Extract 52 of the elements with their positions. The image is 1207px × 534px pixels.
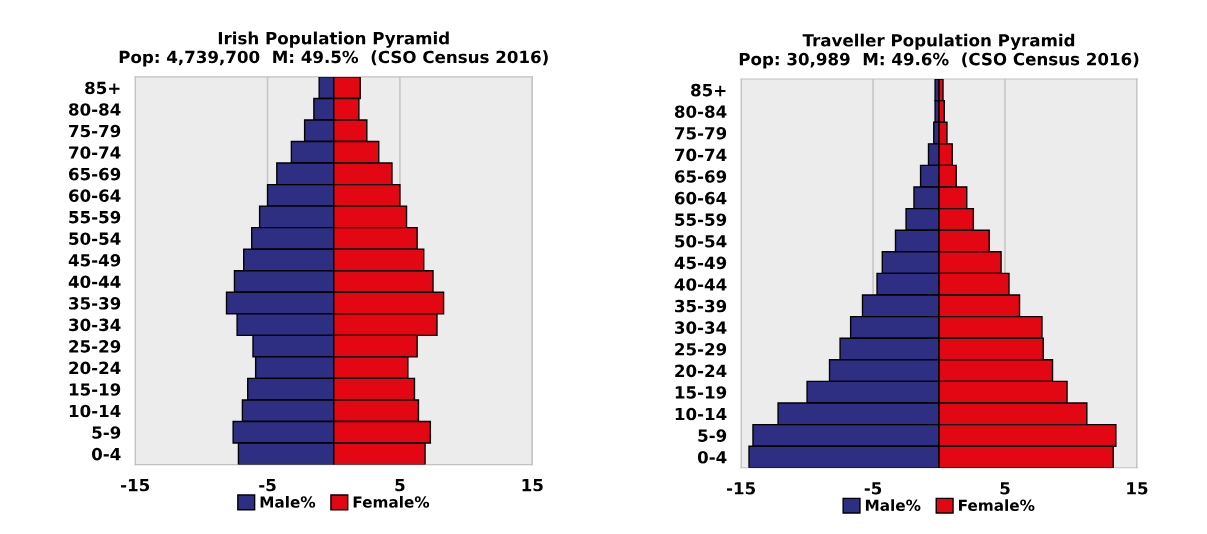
y-tick-label: 25-29 [69,340,121,353]
y-tick-label: 85+ [85,81,120,95]
y-tick-label: 50-54 [675,234,727,248]
y-tick-label: 50-54 [69,232,121,245]
y-tick-label: 60-64 [674,191,727,205]
y-tick-label: 5-9 [698,429,727,442]
x-tick-label: -5 [259,478,276,492]
y-tick-label: 60-64 [69,189,121,202]
y-tick-label: 10-14 [675,407,727,421]
chart-subtitle: Pop: 30,989 M: 49.6% (CSO Census 2016) [739,52,1139,69]
x-tick-label: 15 [522,478,543,492]
y-tick-label: 80-84 [69,103,121,116]
x-tick-label: 5 [395,478,405,492]
x-tick-label: -15 [726,482,755,495]
y-tick-label: 40-44 [674,278,727,291]
y-tick-label: 55-59 [69,210,121,224]
y-tick-label: 55-59 [675,213,727,226]
x-tick-label: -5 [864,482,882,495]
y-tick-label: 25-29 [675,342,727,356]
y-tick-label: 15-19 [69,383,121,396]
chart-title: Irish Population Pyramid [218,31,449,48]
x-tick-label: -15 [121,478,150,492]
y-tick-label: 35-39 [675,299,727,313]
y-tick-label: 10-14 [69,404,121,418]
y-tick-label: 85+ [691,83,726,97]
y-tick-label: 40-44 [68,275,121,289]
y-tick-label: 5-9 [92,426,121,439]
legend-label: Female% [959,499,1035,512]
y-tick-label: 65-69 [69,167,121,181]
y-tick-label: 80-84 [674,105,727,118]
y-tick-label: 35-39 [69,297,121,310]
y-tick-label: 75-79 [69,124,121,138]
y-tick-label: 20-24 [69,361,121,375]
legend-label: Male% [865,499,921,512]
chart-subtitle: Pop: 4,739,700 M: 49.5% (CSO Census 2016) [119,50,548,67]
y-tick-label: 20-24 [675,364,727,378]
y-tick-label: 65-69 [674,170,727,183]
y-tick-label: 70-74 [675,148,727,162]
y-tick-label: 45-49 [68,253,121,267]
legend-label: Female% [353,495,430,508]
y-tick-label: 30-34 [675,321,727,334]
y-tick-label: 45-49 [674,256,727,270]
x-tick-label: 15 [1127,482,1148,495]
y-tick-label: 0-4 [91,447,121,461]
y-tick-label: 0-4 [697,450,727,464]
y-tick-label: 70-74 [69,146,121,159]
y-tick-label: 15-19 [675,386,727,399]
y-tick-label: 75-79 [675,127,727,140]
legend-label: Male% [260,495,316,508]
y-tick-label: 30-34 [69,318,121,332]
x-tick-label: 5 [1000,482,1010,495]
chart-title: Traveller Population Pyramid [802,33,1075,50]
